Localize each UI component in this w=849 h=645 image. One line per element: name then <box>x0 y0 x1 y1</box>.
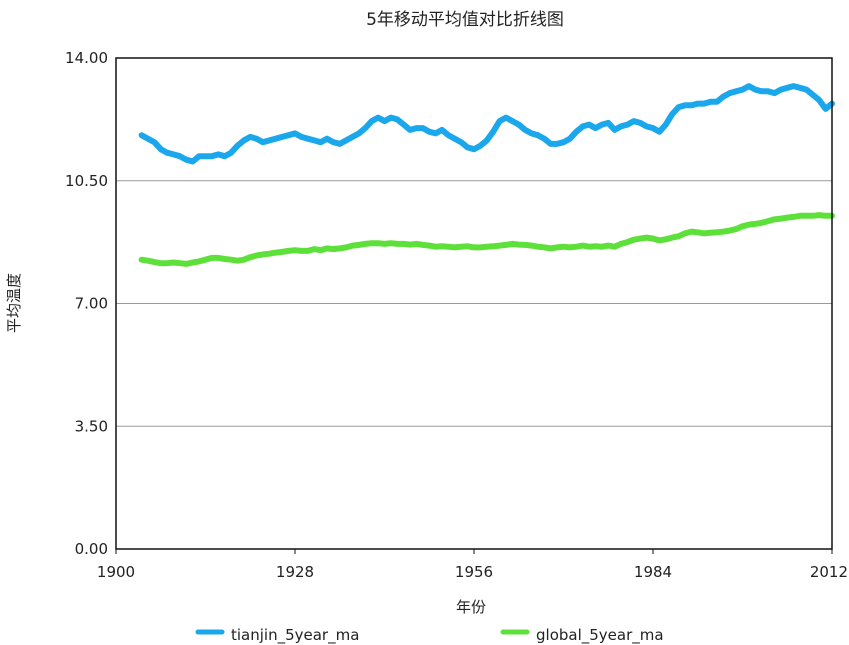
y-tick-label: 7.00 <box>75 295 108 313</box>
y-tick-label: 3.50 <box>75 417 108 435</box>
y-tick-label: 10.50 <box>65 172 108 190</box>
series-line-global <box>138 212 835 267</box>
legend-label-global: global_5year_ma <box>536 626 664 645</box>
x-tick-label: 1984 <box>634 563 672 581</box>
y-axis-ticks: 0.00 3.50 7.00 10.50 14.00 <box>65 49 108 558</box>
x-tick-label: 1928 <box>276 563 314 581</box>
legend-label-tianjin: tianjin_5year_ma <box>231 626 359 645</box>
series-line-tianjin <box>138 83 835 165</box>
y-tick-label: 14.00 <box>65 49 108 67</box>
legend: tianjin_5year_ma global_5year_ma <box>195 626 664 645</box>
grid-lines <box>116 180 832 427</box>
x-axis-ticks: 1900 1928 1956 1984 2012 <box>97 549 848 581</box>
y-axis-label: 平均温度 <box>5 273 23 333</box>
x-tick-label: 2012 <box>810 563 848 581</box>
x-tick-label: 1900 <box>97 563 135 581</box>
series-lines <box>138 83 835 267</box>
x-tick-label: 1956 <box>455 563 493 581</box>
chart-title: 5年移动平均值对比折线图 <box>366 10 564 30</box>
x-axis-label: 年份 <box>456 598 486 616</box>
y-tick-label: 0.00 <box>75 540 108 558</box>
